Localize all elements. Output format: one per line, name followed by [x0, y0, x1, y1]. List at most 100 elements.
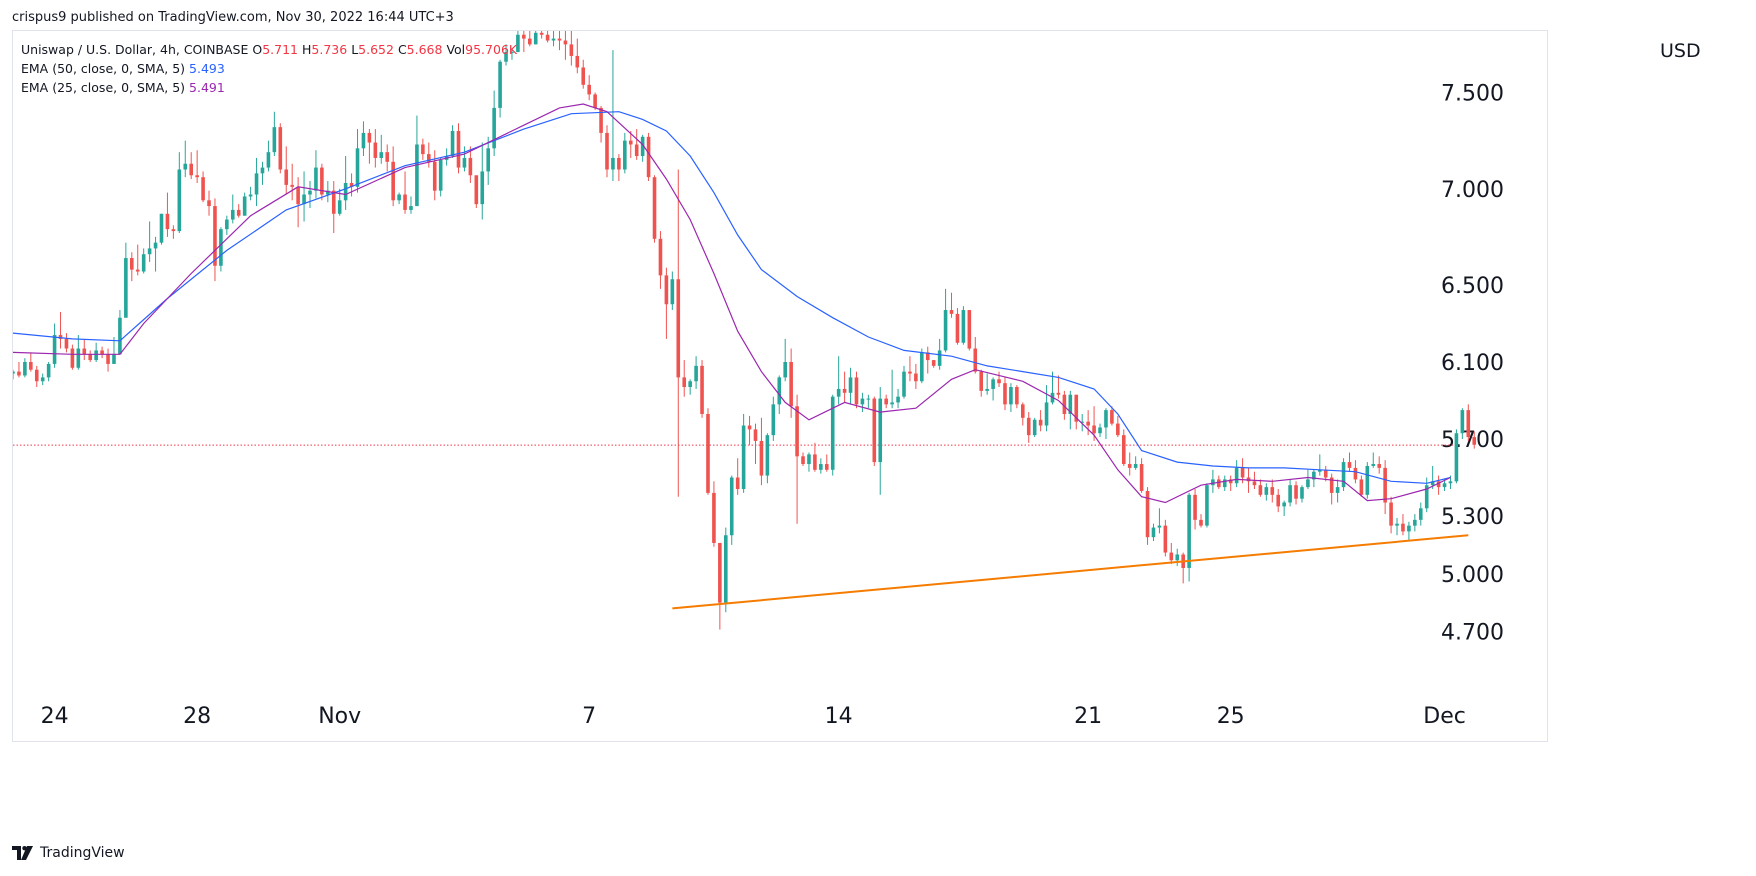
candle-body — [254, 173, 259, 195]
candle-body — [997, 379, 1001, 384]
y-tick-label: 7.000 — [1441, 178, 1504, 203]
candle-body — [1448, 481, 1453, 484]
candle-body — [1062, 394, 1067, 414]
candle-body — [569, 44, 574, 56]
candle-body — [914, 373, 918, 382]
candle-body — [1288, 485, 1292, 503]
candle-body — [729, 477, 734, 536]
chart-pane[interactable]: 8.0007.5007.0006.5006.1005.7005.3005.000… — [12, 30, 1548, 742]
x-tick-label: Dec — [1423, 704, 1466, 729]
candle-body — [17, 371, 21, 376]
legend-ema50-row[interactable]: EMA (50, close, 0, SMA, 5) 5.493 — [21, 59, 517, 78]
candle-body — [1318, 469, 1322, 472]
candle-body — [682, 377, 687, 388]
candle-body — [836, 388, 841, 397]
candle-body — [1217, 479, 1221, 488]
open-value: 5.711 — [262, 42, 299, 57]
candle-body — [1395, 523, 1399, 526]
candle-body — [1222, 479, 1227, 488]
candle-body — [64, 338, 69, 349]
candle-body — [593, 94, 597, 108]
candle-body — [1193, 494, 1197, 520]
candle-body — [504, 52, 508, 62]
candle-body — [1270, 487, 1275, 495]
high-label: H — [302, 42, 312, 57]
candle-body — [135, 269, 140, 272]
candle-body — [320, 167, 324, 195]
candle-body — [225, 219, 229, 230]
candle-body — [1335, 487, 1340, 493]
candle-body — [724, 535, 728, 603]
candle-body — [961, 310, 966, 343]
candle-body — [1133, 464, 1138, 468]
candle-body — [450, 131, 455, 157]
candle-body — [670, 279, 675, 305]
support-trendline — [672, 534, 1469, 610]
y-tick-label: 5.000 — [1441, 563, 1504, 588]
candle-body — [1418, 508, 1423, 520]
candle-body — [1009, 387, 1013, 405]
candle-body — [112, 354, 116, 364]
candle-body — [1430, 481, 1435, 486]
candle-body — [824, 464, 829, 470]
candle-body — [1187, 494, 1191, 568]
candle-body — [171, 229, 176, 232]
candle-body — [296, 186, 300, 205]
ema50-line — [13, 111, 1451, 484]
currency-label: USD — [1660, 40, 1701, 62]
legend-ema25-row[interactable]: EMA (25, close, 0, SMA, 5) 5.491 — [21, 78, 517, 97]
candle-body — [498, 61, 502, 108]
candle-body — [361, 132, 366, 149]
price-chart[interactable]: 8.0007.5007.0006.5006.1005.7005.3005.000… — [13, 31, 1549, 743]
candle-body — [1472, 437, 1477, 445]
candle-body — [1240, 467, 1245, 478]
candle-body — [652, 177, 657, 239]
candle-body — [260, 167, 265, 174]
candle-body — [1038, 419, 1043, 426]
candle-body — [878, 398, 883, 463]
candle-body — [545, 34, 550, 41]
y-tick-label: 6.100 — [1441, 351, 1504, 376]
candle-body — [694, 365, 698, 382]
candle-body — [1258, 485, 1263, 495]
close-value: 5.668 — [406, 42, 443, 57]
low-label: L — [351, 42, 359, 57]
candle-body — [1098, 427, 1102, 434]
candle-body — [979, 371, 984, 391]
candle-body — [1264, 487, 1269, 495]
candle-body — [741, 425, 746, 490]
candle-body — [1276, 494, 1281, 507]
y-tick-label: 6.500 — [1441, 274, 1504, 299]
tradingview-footer[interactable]: TradingView — [12, 845, 125, 861]
candle-body — [533, 32, 538, 45]
candle-body — [718, 542, 722, 603]
candle-body — [1021, 404, 1025, 418]
candle-body — [248, 194, 253, 197]
candle-body — [658, 238, 663, 276]
open-label: O — [252, 42, 263, 57]
y-tick-label: 5.300 — [1441, 505, 1504, 530]
candle-body — [94, 350, 98, 361]
candle-body — [890, 402, 894, 405]
candle-body — [1359, 479, 1364, 495]
candle-body — [759, 440, 764, 476]
candle-body — [1163, 525, 1168, 553]
candle-body — [278, 127, 283, 170]
symbol-label[interactable]: Uniswap / U.S. Dollar, 4h, COINBASE — [21, 42, 249, 57]
candle-body — [712, 492, 716, 543]
ema25-value: 5.491 — [189, 80, 225, 95]
candle-body — [1312, 471, 1316, 480]
candle-body — [522, 34, 526, 39]
candle-body — [819, 464, 823, 470]
candle-body — [1110, 410, 1114, 424]
candle-body — [1401, 523, 1405, 532]
candle-body — [676, 279, 681, 378]
candle-body — [830, 396, 835, 470]
candle-body — [563, 40, 568, 45]
candle-body — [664, 275, 669, 305]
low-value: 5.652 — [358, 42, 394, 57]
candle-body — [1252, 481, 1257, 486]
candle-body — [70, 348, 75, 368]
candle-body — [860, 398, 865, 405]
ema50-label: EMA (50, close, 0, SMA, 5) — [21, 61, 186, 76]
